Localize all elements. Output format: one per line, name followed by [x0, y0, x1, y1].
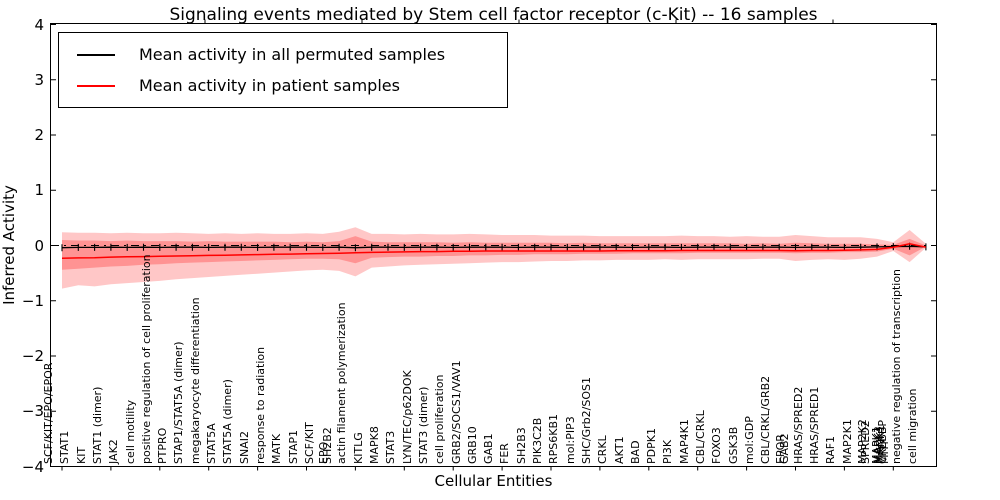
x-tick-label: RPS6KB1	[547, 413, 561, 464]
x-tick-label: GAB2	[777, 433, 791, 464]
x-tick-label: PTPRO	[156, 427, 170, 464]
x-tick-label: STAT1 (dimer)	[90, 386, 104, 464]
x-tick-label: MAP4K1	[677, 419, 691, 464]
x-tick-label: PIK3C2B	[531, 417, 544, 464]
x-tick-label: SHC/Grb2/SOS1	[579, 377, 593, 464]
x-tick-label: HRAS/SPRED1	[808, 386, 822, 464]
x-tick-label: AKT1	[612, 436, 626, 464]
x-tick-label: LYN/TEC/p62DOK	[400, 370, 414, 464]
x-tick-label: FER	[498, 443, 512, 464]
x-tick-label: CBL/CRKL	[694, 410, 707, 464]
plot-area: SCF/KIT/EPO/EPOR STAT1 KIT STAT1 (dimer) JAK…	[42, 19, 937, 471]
x-tick-label: STAP1/STAT5A (dimer)	[172, 341, 186, 464]
x-tick-label: positive regulation of cell proliferatio…	[139, 254, 153, 464]
y-tick-label: 1	[34, 181, 44, 200]
x-tick-label: cell motility	[123, 399, 137, 464]
x-axis-label: Cellular Entities	[434, 472, 553, 490]
y-tick-label: 3	[34, 70, 44, 89]
x-tick-label: KITLG	[351, 432, 365, 464]
x-tick-label: GRB10	[465, 426, 479, 464]
legend-label-permuted: Mean activity in all permuted samples	[139, 45, 446, 64]
legend-row-permuted: Mean activity in all permuted samples	[69, 39, 497, 70]
y-tick-label: −1	[21, 291, 44, 310]
x-tick-label: CBL/CRKL/GRB2	[759, 375, 773, 464]
permuted-mean-markers	[61, 242, 927, 252]
y-tick-label: 2	[34, 126, 44, 144]
y-tick-label: 4	[34, 15, 44, 34]
x-tick-label: SH2B2	[321, 427, 335, 464]
y-tick-label: −4	[21, 457, 44, 476]
x-tick-label: megakaryocyte differentiation	[188, 297, 202, 464]
x-tick-label: FOXO3	[710, 427, 724, 464]
x-tick-label: KIT	[74, 446, 88, 464]
x-tick-label: SNAI2	[237, 431, 251, 464]
x-tick-label: actin filament polymerization	[335, 302, 349, 464]
x-tick-label: cell migration	[905, 388, 919, 464]
legend-line-patient-swatch	[77, 84, 115, 87]
x-tick-label: BAD	[628, 440, 642, 464]
confidence-band-inner	[62, 236, 926, 270]
legend: Mean activity in all permuted samples Me…	[58, 32, 508, 108]
permuted-mean-line	[61, 245, 926, 249]
x-tick-label: SCF/KIT	[302, 422, 316, 464]
x-tick-label: cell proliferation	[433, 374, 447, 464]
confidence-band-outer	[62, 227, 926, 289]
x-tick-label: GRB2/SOCS1/VAV1	[449, 360, 463, 464]
y-tick-label: 0	[34, 236, 44, 255]
x-tick-label: GSK3B	[726, 426, 740, 464]
x-tick-label: RAF1	[824, 435, 838, 464]
x-tick-label: STAT5A (dimer)	[221, 379, 235, 464]
x-tick-label: response to radiation	[253, 346, 267, 464]
x-axis-bottom-ticks	[61, 466, 894, 471]
x-tick-label: negative regulation of transcription	[889, 268, 903, 464]
legend-line-permuted-swatch	[77, 53, 115, 56]
x-tick-label: STAP1	[286, 429, 300, 464]
legend-row-patient: Mean activity in patient samples	[69, 70, 497, 101]
x-tick-label: PI3K	[661, 439, 675, 464]
x-tick-label: CRKL	[596, 435, 610, 464]
x-tick-label: PDPK1	[645, 428, 659, 464]
x-tick-label: MAPK8	[368, 426, 381, 464]
x-tick-label: SH2B3	[514, 427, 528, 464]
x-tick-label: HRAS/SPRED2	[791, 386, 805, 464]
legend-label-patient: Mean activity in patient samples	[139, 76, 400, 95]
x-tick-label: mol:GDP	[742, 416, 756, 464]
x-tick-label: STAT1	[58, 430, 72, 464]
x-tick-label: JAK2	[107, 439, 121, 464]
patient-mean-line	[61, 243, 927, 259]
chart-title: Signaling events mediated by Stem cell f…	[169, 5, 818, 25]
x-tick-label: STAT3	[384, 430, 398, 464]
x-tick-label: STAT5A	[205, 423, 218, 464]
y-tick-label: −3	[21, 402, 44, 421]
x-tick-label: GAB1	[482, 433, 496, 464]
x-tick-label: MAP2K1	[840, 419, 854, 464]
x-tick-label: mol:PIP3	[563, 416, 577, 464]
x-tick-label: STAT3 (dimer)	[416, 386, 430, 464]
x-tick-label: MATK	[270, 433, 284, 464]
y-tick-label: −2	[21, 347, 44, 365]
